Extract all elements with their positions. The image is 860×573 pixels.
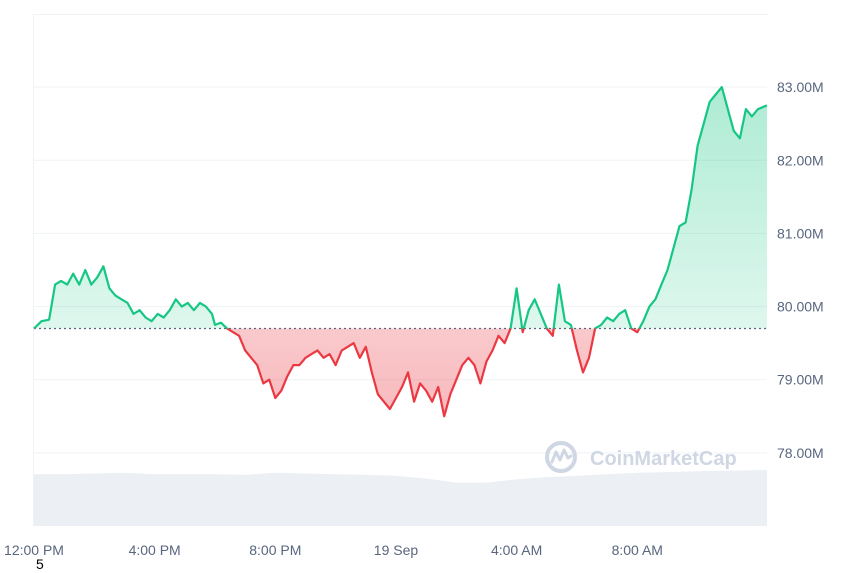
area-below-baseline [227, 328, 640, 417]
footnote: 5 [36, 556, 44, 572]
watermark-text: CoinMarketCap [590, 448, 737, 470]
y-tick-label-0: 78.00M [777, 445, 824, 461]
x-axis: 12:00 PM 4:00 PM 8:00 PM 19 Sep 4:00 AM 8:00 … [4, 542, 663, 558]
plot-border-top [33, 14, 768, 15]
y-tick-label-3: 81.00M [777, 225, 824, 241]
x-tick-label-3: 19 Sep [374, 542, 419, 558]
y-tick-label-5: 83.00M [777, 79, 824, 95]
x-tick-label-1: 4:00 PM [129, 542, 181, 558]
plot-border-left [33, 14, 34, 526]
coinmarketcap-logo-icon [545, 441, 577, 473]
x-tick-label-0: 12:00 PM [4, 542, 64, 558]
price-line-up[interactable] [33, 86, 768, 416]
grid-lines [34, 86, 767, 454]
area-above-baseline [34, 87, 767, 329]
volume-area [34, 469, 767, 526]
volume-area-fill [34, 469, 767, 526]
y-tick-label-2: 80.00M [777, 299, 824, 315]
coinmarketcap-watermark: CoinMarketCap [545, 441, 737, 473]
coinmarketcap-logo-wave [550, 448, 573, 464]
x-tick-label-4: 4:00 AM [491, 542, 542, 558]
x-tick-label-2: 8:00 PM [249, 542, 301, 558]
y-tick-label-4: 82.00M [777, 152, 824, 168]
y-tick-label-1: 79.00M [777, 372, 824, 388]
price-areas [34, 87, 767, 417]
y-axis: 78.00M 79.00M 80.00M 81.00M 82.00M 83.00M [777, 79, 824, 461]
price-lines [33, 86, 768, 418]
price-line-down[interactable] [34, 87, 767, 418]
x-tick-label-5: 8:00 AM [612, 542, 663, 558]
